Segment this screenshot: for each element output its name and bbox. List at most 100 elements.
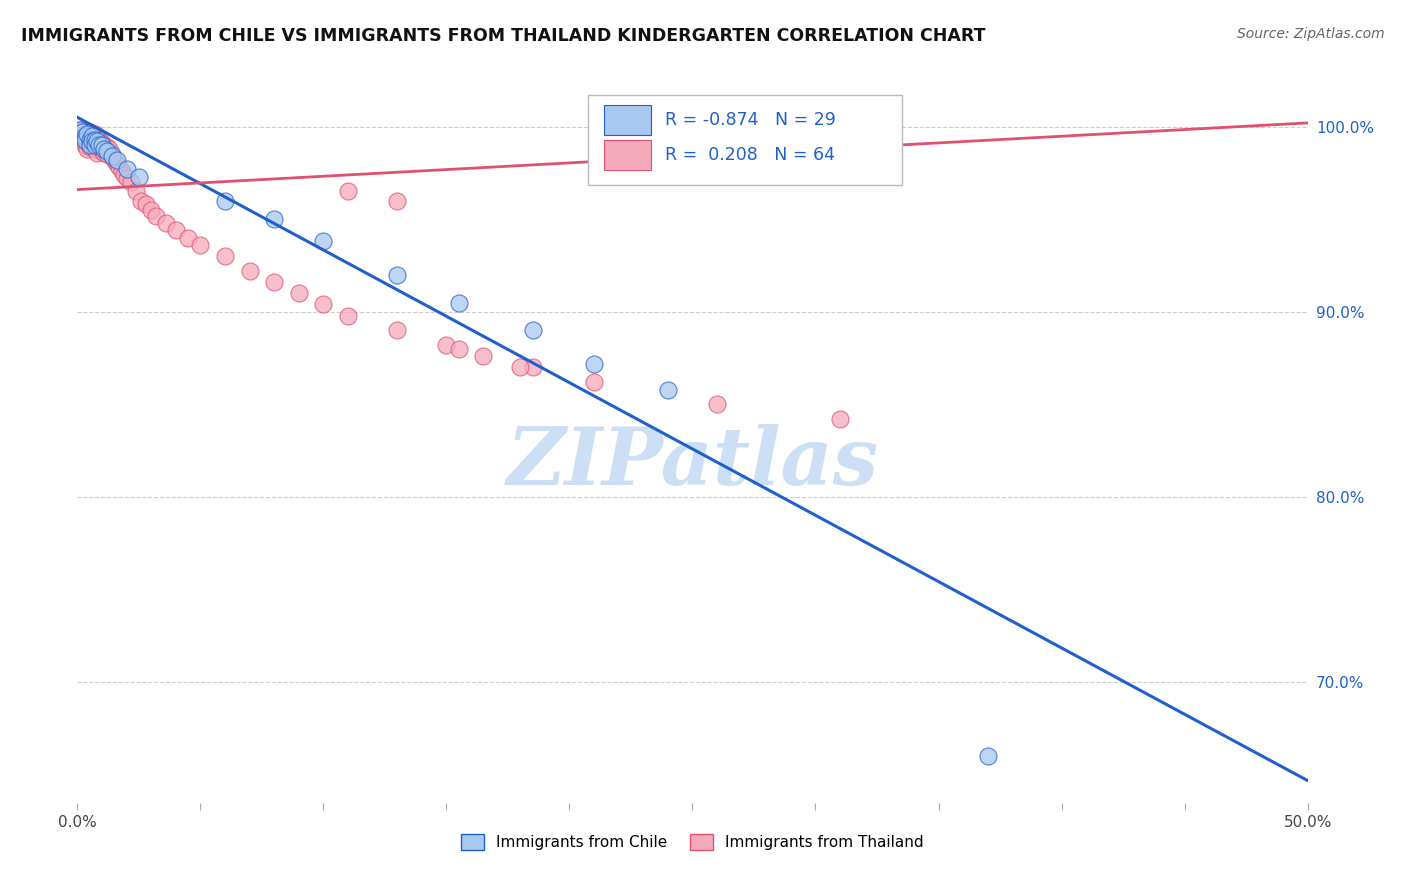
Point xyxy=(89,132,111,146)
Point xyxy=(583,357,606,371)
Point xyxy=(90,144,114,158)
Point xyxy=(115,162,138,177)
Point xyxy=(73,135,96,149)
Point xyxy=(86,138,108,153)
Point xyxy=(472,349,495,363)
Point xyxy=(93,142,115,156)
Point xyxy=(96,147,118,161)
Point xyxy=(129,194,153,208)
Point xyxy=(263,212,285,227)
Point xyxy=(83,135,105,149)
Point xyxy=(214,194,236,208)
Point xyxy=(583,376,606,390)
Point xyxy=(73,132,96,146)
Point xyxy=(86,145,108,160)
Point xyxy=(337,309,360,323)
Point xyxy=(69,123,91,137)
Point xyxy=(385,323,409,337)
Point xyxy=(98,142,121,156)
Point xyxy=(83,142,105,156)
Point xyxy=(337,185,360,199)
Point xyxy=(830,412,852,426)
Text: R = -0.874   N = 29: R = -0.874 N = 29 xyxy=(665,111,837,129)
Point xyxy=(447,295,470,310)
Point xyxy=(112,168,135,182)
Text: IMMIGRANTS FROM CHILE VS IMMIGRANTS FROM THAILAND KINDERGARTEN CORRELATION CHART: IMMIGRANTS FROM CHILE VS IMMIGRANTS FROM… xyxy=(21,27,986,45)
Point xyxy=(82,136,104,151)
Point xyxy=(93,138,115,153)
Point xyxy=(239,264,262,278)
Point xyxy=(69,123,91,137)
Point xyxy=(141,202,163,217)
Point xyxy=(79,138,101,153)
Point xyxy=(188,238,212,252)
Point xyxy=(105,153,128,167)
Point xyxy=(82,135,104,149)
Point xyxy=(145,209,167,223)
Point xyxy=(447,342,470,356)
Point xyxy=(83,127,105,141)
Point xyxy=(165,223,187,237)
Point xyxy=(79,132,101,146)
Point xyxy=(70,125,93,139)
Legend: Immigrants from Chile, Immigrants from Thailand: Immigrants from Chile, Immigrants from T… xyxy=(454,829,931,856)
Point xyxy=(83,138,105,153)
Point xyxy=(522,323,544,337)
Point xyxy=(70,125,93,139)
Point xyxy=(79,125,101,139)
Point xyxy=(82,128,104,143)
Point xyxy=(79,140,101,154)
Point xyxy=(214,249,236,263)
Point xyxy=(90,136,114,151)
Point xyxy=(177,231,200,245)
Bar xyxy=(605,105,651,136)
Point xyxy=(436,338,458,352)
Bar xyxy=(605,139,651,169)
Point xyxy=(312,235,335,249)
Point xyxy=(121,175,143,189)
Point xyxy=(657,383,679,397)
Point xyxy=(312,297,335,311)
Point xyxy=(83,132,105,146)
Point xyxy=(89,138,111,153)
Point xyxy=(79,132,101,146)
Point xyxy=(93,145,115,160)
Point xyxy=(385,194,409,208)
Point xyxy=(73,138,96,153)
Point xyxy=(89,140,111,154)
Point xyxy=(288,286,311,301)
Point xyxy=(509,360,531,375)
FancyBboxPatch shape xyxy=(588,95,901,185)
Point xyxy=(103,153,125,167)
Point xyxy=(263,275,285,289)
Point xyxy=(96,144,118,158)
Point xyxy=(522,360,544,375)
Point xyxy=(105,156,128,170)
Point xyxy=(76,127,98,141)
Point xyxy=(90,138,114,153)
Text: Source: ZipAtlas.com: Source: ZipAtlas.com xyxy=(1237,27,1385,41)
Point xyxy=(706,397,728,411)
Point xyxy=(108,161,131,175)
Point xyxy=(70,132,93,146)
Point xyxy=(128,169,150,184)
Point xyxy=(101,149,124,163)
Point xyxy=(76,136,98,151)
Point xyxy=(115,171,138,186)
Text: ZIPatlas: ZIPatlas xyxy=(506,425,879,502)
Point xyxy=(977,749,1000,764)
Point xyxy=(86,135,108,149)
Point xyxy=(111,164,132,178)
Point xyxy=(101,147,124,161)
Point xyxy=(69,128,91,143)
Point xyxy=(86,130,108,145)
Point xyxy=(385,268,409,282)
Point xyxy=(73,127,96,141)
Point xyxy=(82,128,104,143)
Point xyxy=(155,216,177,230)
Point xyxy=(73,128,96,143)
Point xyxy=(96,140,118,154)
Point xyxy=(135,197,157,211)
Text: R =  0.208   N = 64: R = 0.208 N = 64 xyxy=(665,145,835,164)
Point xyxy=(76,128,98,143)
